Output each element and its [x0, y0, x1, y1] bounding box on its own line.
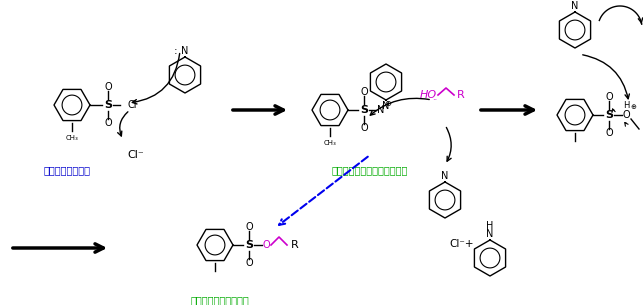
Text: S: S — [360, 105, 368, 115]
Text: R: R — [642, 127, 643, 137]
Text: O: O — [245, 222, 253, 232]
Text: O: O — [360, 87, 368, 97]
FancyArrowPatch shape — [625, 123, 628, 126]
Text: S: S — [104, 100, 112, 110]
Text: HO: HO — [420, 90, 437, 100]
Text: N: N — [486, 229, 494, 239]
FancyArrowPatch shape — [370, 98, 430, 115]
Text: ..: .. — [432, 94, 438, 102]
Text: N: N — [181, 46, 188, 56]
FancyArrowPatch shape — [132, 53, 179, 104]
Text: O: O — [104, 82, 112, 92]
Text: Cl⁻+: Cl⁻+ — [449, 239, 475, 249]
Text: O: O — [245, 258, 253, 268]
Text: R: R — [291, 240, 299, 250]
Text: トシル化体が得られる: トシル化体が得られる — [190, 295, 249, 305]
Text: Cl: Cl — [127, 100, 136, 110]
Text: ピリジニウム中間体を生じる: ピリジニウム中間体を生じる — [332, 165, 408, 175]
Text: N: N — [383, 101, 390, 111]
Text: :: : — [174, 46, 178, 56]
Text: S: S — [605, 110, 613, 120]
Text: H: H — [486, 221, 494, 231]
Text: N: N — [441, 171, 449, 181]
Text: N: N — [377, 105, 385, 115]
Text: S: S — [245, 240, 253, 250]
Text: CH₃: CH₃ — [66, 135, 78, 141]
Text: O: O — [104, 118, 112, 128]
FancyArrowPatch shape — [446, 127, 451, 161]
FancyArrowPatch shape — [279, 157, 368, 225]
Text: ⊕: ⊕ — [630, 104, 636, 110]
FancyArrowPatch shape — [612, 109, 615, 113]
Text: ⊕: ⊕ — [385, 99, 392, 107]
Text: Cl⁻: Cl⁻ — [127, 150, 145, 160]
Text: O: O — [360, 123, 368, 133]
Text: O: O — [605, 92, 613, 102]
Text: O: O — [622, 110, 629, 120]
Text: O: O — [605, 128, 613, 138]
Text: H: H — [623, 101, 629, 109]
Text: N: N — [572, 1, 579, 11]
Text: O: O — [262, 240, 270, 250]
Text: トシルクロライド: トシルクロライド — [44, 165, 91, 175]
FancyArrowPatch shape — [118, 112, 128, 136]
FancyArrowPatch shape — [583, 55, 629, 99]
Text: R: R — [457, 90, 465, 100]
Text: CH₃: CH₃ — [323, 140, 336, 146]
